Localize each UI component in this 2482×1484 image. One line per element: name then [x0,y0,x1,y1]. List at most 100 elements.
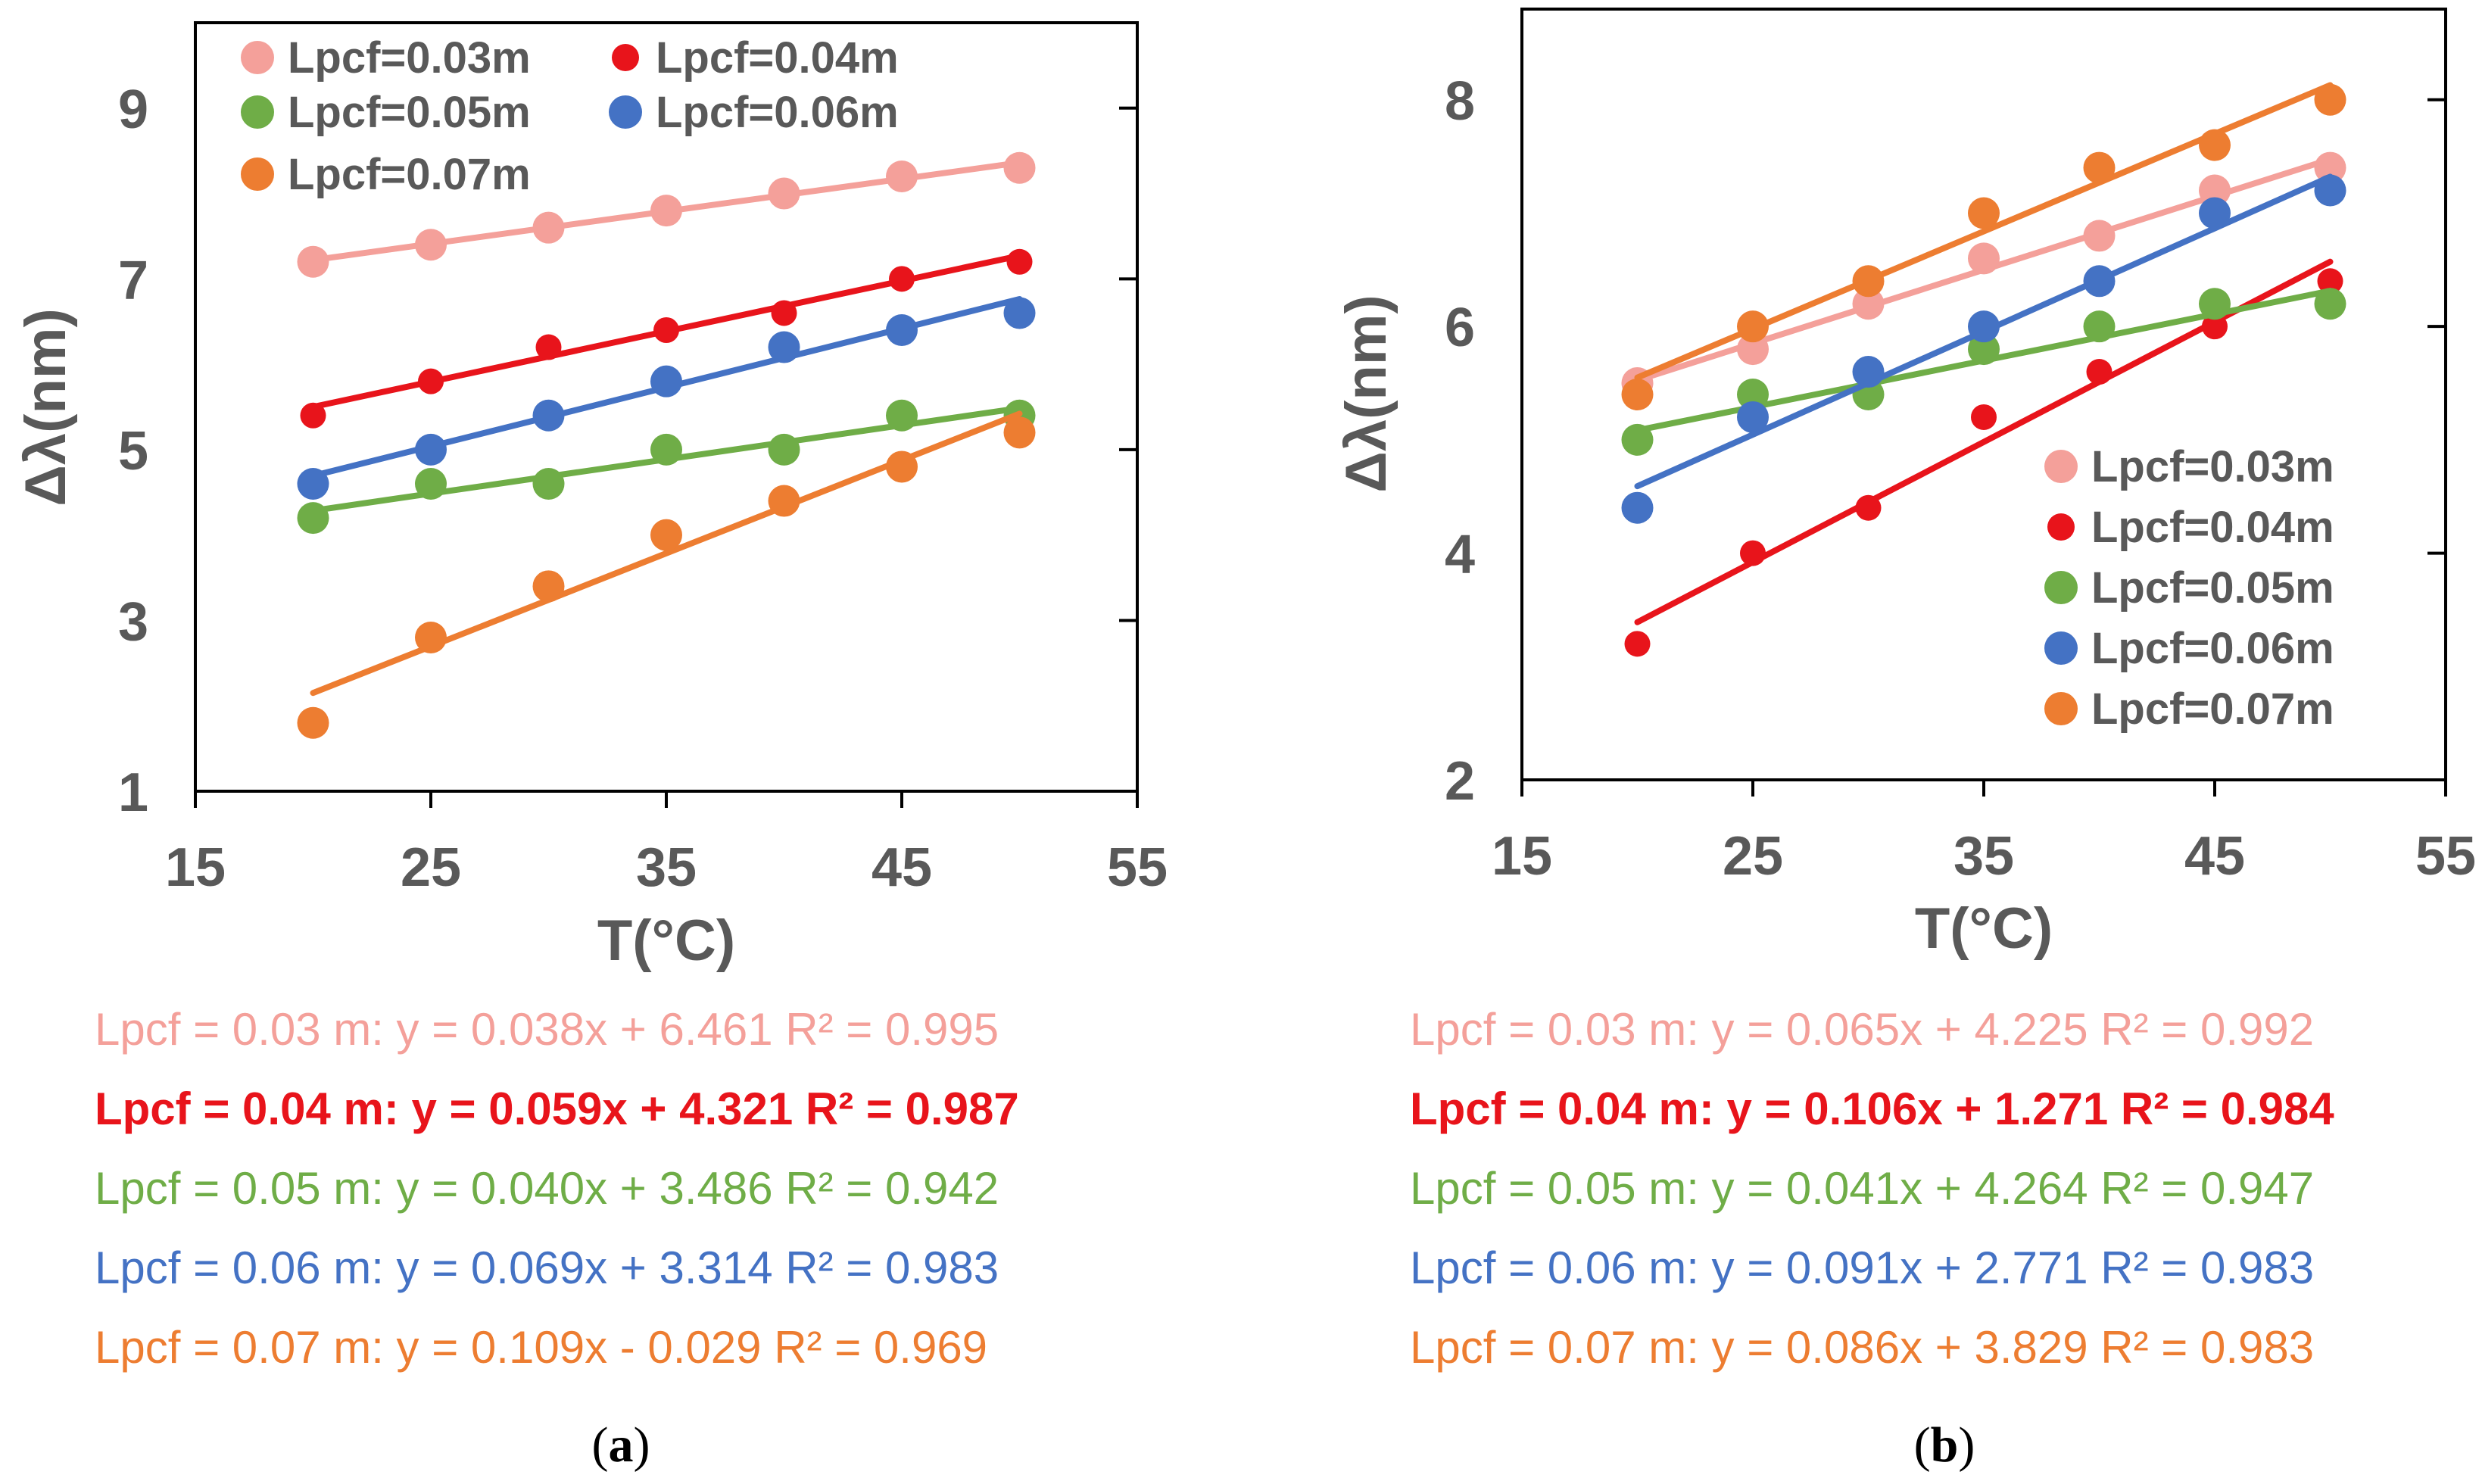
panel-label: (a) [592,1417,650,1473]
x-tick-label: 25 [1723,826,1783,887]
data-point [1852,356,1885,388]
legend-label: Lpcf=0.04m [656,33,899,83]
y-axis-title: Δλ(nm) [1334,295,1398,493]
legend-marker [2047,513,2075,541]
legend-label: Lpcf=0.07m [288,150,531,199]
data-point [1968,333,2000,366]
data-point [2314,288,2346,320]
series-s007 [1621,82,2346,410]
y-tick-label: 4 [1445,525,1475,585]
data-point [415,622,447,653]
legend-marker [2044,692,2078,725]
data-point [2083,151,2116,184]
data-point [2199,197,2231,229]
panel-letter: a [609,1417,634,1473]
legend-label: Lpcf=0.07m [2091,684,2334,734]
series-s004 [1624,258,2343,657]
data-point [1003,151,1036,184]
x-tick-label: 55 [1107,837,1168,898]
x-tick-label: 55 [2415,826,2476,887]
fit-equation: Lpcf = 0.05 m: y = 0.040x + 3.486 R² = 0… [95,1163,999,1214]
legend-label: Lpcf=0.04m [2091,503,2334,552]
x-axis-title: T(°C) [597,909,735,973]
legend-marker [2044,450,2078,483]
data-point [2199,174,2231,207]
data-point [1968,242,2000,275]
legend-marker [612,44,639,71]
data-point [1621,491,1654,524]
data-point [653,317,679,343]
legend-marker [241,95,274,129]
data-point [532,468,565,500]
data-point [532,211,565,244]
data-point [650,433,682,466]
data-point [297,245,329,278]
data-point [886,161,918,192]
data-point [1968,310,2000,343]
data-point [1621,423,1654,456]
data-point [768,177,800,210]
series-s006 [297,295,1036,500]
data-point [650,195,682,227]
data-point [886,314,918,346]
legend-label: Lpcf=0.05m [2091,563,2334,613]
data-point [1624,631,1651,657]
plot-frame [194,21,1139,793]
fit-equation: Lpcf = 0.03 m: y = 0.065x + 4.225 R² = 0… [1410,1004,2314,1055]
y-tick-label: 9 [118,80,148,140]
data-point [2199,129,2231,161]
data-point [535,334,562,360]
legend-label: Lpcf=0.03m [2091,442,2334,491]
data-point [1971,404,1997,430]
x-tick-label: 15 [1492,826,1552,887]
data-point [1003,297,1036,329]
legend: Lpcf=0.03m Lpcf=0.04m Lpcf=0.05m Lpcf=0.06m… [2044,442,2334,734]
legend-marker [241,157,274,191]
data-point [415,468,447,500]
data-point [1737,310,1769,343]
x-tick-label: 35 [636,837,697,898]
fit-equation: Lpcf = 0.04 m: y = 0.106x + 1.271 R² = 0… [1410,1083,2334,1134]
data-point [418,368,444,394]
data-point [297,468,329,500]
y-tick-label: 6 [1445,298,1475,358]
series-s007 [297,410,1036,739]
data-point [2314,174,2346,207]
data-point [415,229,447,261]
data-point [2314,151,2346,184]
data-point [1852,288,1885,320]
data-point [768,433,800,466]
panel-letter: b [1931,1417,1959,1473]
legend: Lpcf=0.03m Lpcf=0.04m Lpcf=0.05m Lpcf=0.06m… [241,33,899,199]
y-tick-label: 1 [118,762,148,823]
data-point [1852,265,1885,298]
data-point [650,365,682,398]
y-tick-label: 3 [118,591,148,652]
data-point [1737,401,1769,433]
data-point [889,266,915,292]
data-point [768,331,800,363]
y-tick-label: 7 [118,250,148,310]
fit-equation: Lpcf = 0.07 m: y = 0.109x - 0.029 R² = 0… [95,1322,987,1373]
data-point [2202,313,2228,340]
series-s006 [1621,173,2346,524]
data-point [2083,310,2116,343]
y-tick-label: 8 [1445,71,1475,132]
data-point [768,485,800,517]
data-point [1621,379,1654,410]
x-tick-label: 15 [165,837,226,898]
series-s003 [297,151,1036,278]
data-point [2086,359,2113,385]
fit-equation: Lpcf = 0.06 m: y = 0.091x + 2.771 R² = 0… [1410,1242,2314,1293]
data-point [1737,333,1769,366]
data-point [297,706,329,739]
legend-marker [609,95,642,129]
data-point [2083,265,2116,298]
data-point [300,402,326,429]
legend-label: Lpcf=0.05m [288,88,531,137]
data-point [1968,197,2000,229]
data-point [297,502,329,535]
fit-equation: Lpcf = 0.03 m: y = 0.038x + 6.461 R² = 0… [95,1004,999,1055]
